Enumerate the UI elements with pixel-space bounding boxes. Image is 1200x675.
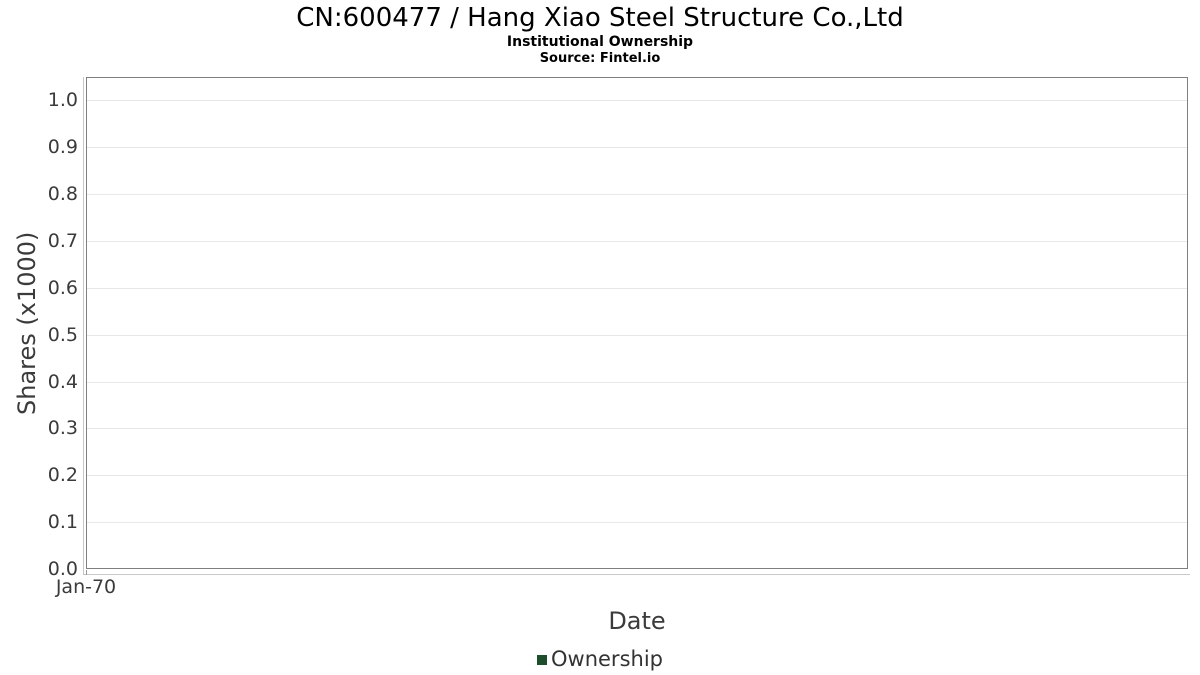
y-tick-label: 0.6 bbox=[47, 276, 78, 299]
y-tick-label: 0.2 bbox=[47, 464, 78, 487]
legend-label-ownership: Ownership bbox=[551, 647, 663, 671]
gridline-horizontal bbox=[87, 381, 1187, 383]
gridline-horizontal bbox=[87, 100, 1187, 102]
x-tick-mark bbox=[86, 570, 87, 575]
y-tick-label: 0.1 bbox=[47, 511, 78, 534]
gridline-horizontal bbox=[87, 428, 1187, 430]
y-tick-label: 0.8 bbox=[47, 183, 78, 206]
y-tick-label: 0.9 bbox=[47, 136, 78, 159]
gridline-horizontal bbox=[87, 522, 1187, 524]
x-tick-label: Jan-70 bbox=[55, 576, 117, 598]
y-tick-label: 0.4 bbox=[47, 370, 78, 393]
x-axis-title: Date bbox=[608, 607, 666, 635]
chart-title: CN:600477 / Hang Xiao Steel Structure Co… bbox=[296, 3, 904, 33]
gridline-horizontal bbox=[87, 287, 1187, 289]
gridline-horizontal bbox=[87, 194, 1187, 196]
y-tick-label: 0.5 bbox=[47, 323, 78, 346]
legend: Ownership bbox=[0, 645, 1200, 673]
y-tick-label: 1.0 bbox=[47, 89, 78, 112]
chart-subtitle: Institutional Ownership bbox=[506, 34, 694, 50]
x-axis-line bbox=[83, 574, 1190, 575]
legend-swatch-ownership bbox=[537, 655, 547, 665]
chart-source: Source: Fintel.io bbox=[539, 51, 661, 66]
gridline-horizontal bbox=[87, 334, 1187, 336]
gridline-horizontal bbox=[87, 147, 1187, 149]
gridline-horizontal bbox=[87, 241, 1187, 242]
y-tick-label: 0.7 bbox=[47, 230, 78, 252]
y-axis-title: Shares (x1000) bbox=[13, 231, 41, 415]
gridline-horizontal bbox=[87, 475, 1187, 477]
y-tick-label: 0.0 bbox=[47, 558, 78, 580]
y-tick-label: 0.3 bbox=[47, 417, 78, 440]
plot-area bbox=[86, 77, 1188, 569]
y-axis-line bbox=[83, 77, 84, 575]
